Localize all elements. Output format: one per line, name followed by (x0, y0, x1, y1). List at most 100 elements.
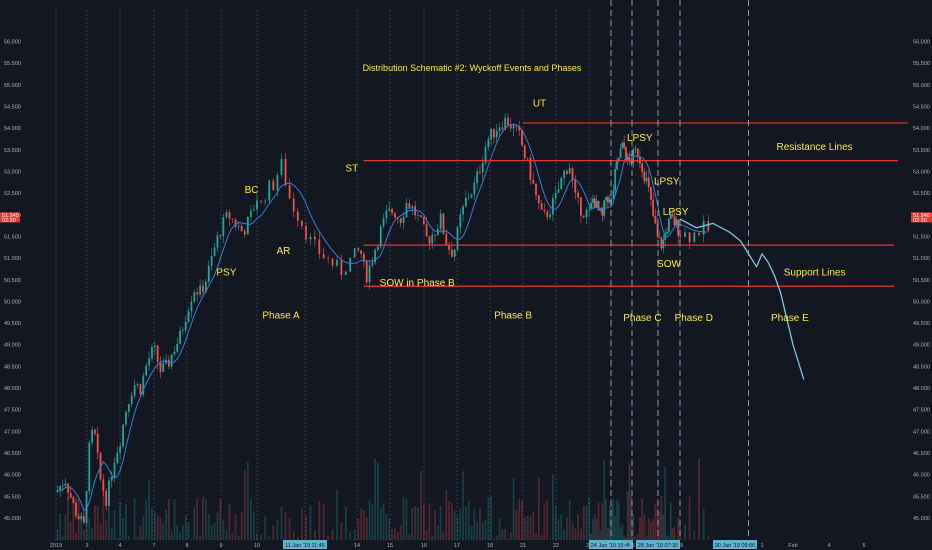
volume-bar (445, 489, 448, 548)
candle-body (181, 330, 184, 331)
volume-bar (521, 500, 523, 548)
y-tick-label-left: 50.500 (4, 278, 21, 284)
volume-bar (173, 499, 176, 548)
volume-bar (340, 522, 343, 548)
price-badge-left (0, 212, 20, 223)
y-tick-label-left: 49.000 (4, 343, 21, 349)
volume-bar (288, 517, 291, 548)
candle-body (601, 208, 604, 216)
volume-bar (501, 529, 504, 548)
volume-bar (64, 514, 67, 548)
candle-body (219, 235, 222, 237)
y-tick-label-right: 50.000 (913, 299, 930, 305)
y-tick-label-left: 55.500 (4, 61, 21, 67)
volume-bar (145, 499, 148, 548)
candle-body (585, 210, 588, 218)
candle-body (580, 197, 582, 216)
x-tick-label: 9 (219, 543, 222, 549)
volume-bar (167, 499, 170, 548)
candle-body (431, 234, 434, 244)
candle-body (698, 232, 700, 236)
volume-bar (621, 524, 624, 548)
volume-bar (113, 510, 116, 548)
x-tick-label: 25 (629, 543, 635, 549)
volume-bar (176, 524, 179, 548)
volume-bar (512, 478, 515, 548)
candle-body (595, 201, 598, 208)
candle-body (405, 203, 408, 217)
x-tick-label: 14 (354, 543, 360, 549)
candle-body (153, 345, 156, 348)
x-tick-label: 3 (85, 543, 88, 549)
candle-body (204, 281, 207, 293)
volume-bar (619, 527, 622, 548)
candle-body (498, 127, 501, 132)
volume-bar (688, 496, 691, 548)
candle-body (662, 239, 665, 249)
candle-body (110, 477, 113, 481)
volume-bar (425, 530, 428, 548)
volume-bar (142, 515, 145, 548)
candle-body (145, 365, 148, 376)
volume-bar (133, 498, 136, 548)
candle-body (148, 358, 150, 366)
candle-body (80, 515, 83, 520)
candle-body (159, 361, 162, 372)
current-price-left: 51.940 (2, 213, 19, 219)
candle-body (442, 213, 445, 234)
candle-body (119, 446, 122, 453)
candle-body (344, 271, 347, 276)
candle-body (658, 236, 661, 238)
candle-body (371, 262, 374, 266)
y-tick-label-right: 49.000 (913, 343, 930, 349)
volume-bar (546, 500, 549, 548)
volume-bar (322, 504, 325, 548)
volume-bar (119, 502, 122, 548)
phase-label: Phase D (675, 313, 713, 324)
event-label: LPSY (627, 133, 653, 144)
y-tick-label-right: 47.000 (913, 429, 930, 435)
volume-bar (165, 509, 167, 548)
candle-body (605, 196, 607, 201)
candle-body (476, 171, 479, 183)
volume-bar (684, 524, 686, 548)
candle-body (96, 433, 99, 453)
volume-bar (225, 529, 228, 548)
y-tick-label-right: 52.500 (913, 191, 930, 197)
candle-body (641, 163, 644, 172)
candle-body (484, 146, 487, 163)
candle-body (529, 157, 532, 181)
candle-body (549, 214, 551, 218)
candle-body (190, 301, 193, 312)
volume-bar (216, 512, 219, 548)
candle-body (439, 213, 442, 229)
candle-body (532, 180, 535, 184)
volume-bar (658, 511, 661, 548)
volume-bar (391, 528, 393, 548)
y-tick-label-left: 54.500 (4, 104, 21, 110)
line-label: Resistance Lines (777, 142, 853, 153)
date-badge (589, 540, 633, 549)
y-tick-label-right: 45.000 (913, 516, 930, 522)
candle-body (402, 216, 405, 223)
candle-body (465, 198, 467, 207)
volume-bar (411, 507, 414, 548)
candle-body (77, 515, 80, 520)
candle-body (621, 142, 624, 149)
candle-body (408, 203, 411, 209)
candle-body (377, 246, 379, 251)
volume-bar (608, 505, 611, 548)
volume-bar (442, 531, 445, 548)
candle-body (456, 227, 459, 250)
volume-bar (213, 522, 216, 548)
volume-bar (153, 511, 156, 548)
volume-bar (551, 474, 554, 548)
volume-bar (193, 507, 196, 548)
candle-body (322, 253, 325, 259)
volume-bar (67, 496, 69, 548)
volume-bar (234, 514, 237, 548)
volume-bar (487, 497, 490, 548)
candle-body (647, 177, 650, 188)
candle-body (142, 375, 145, 395)
volume-bar (595, 519, 598, 548)
